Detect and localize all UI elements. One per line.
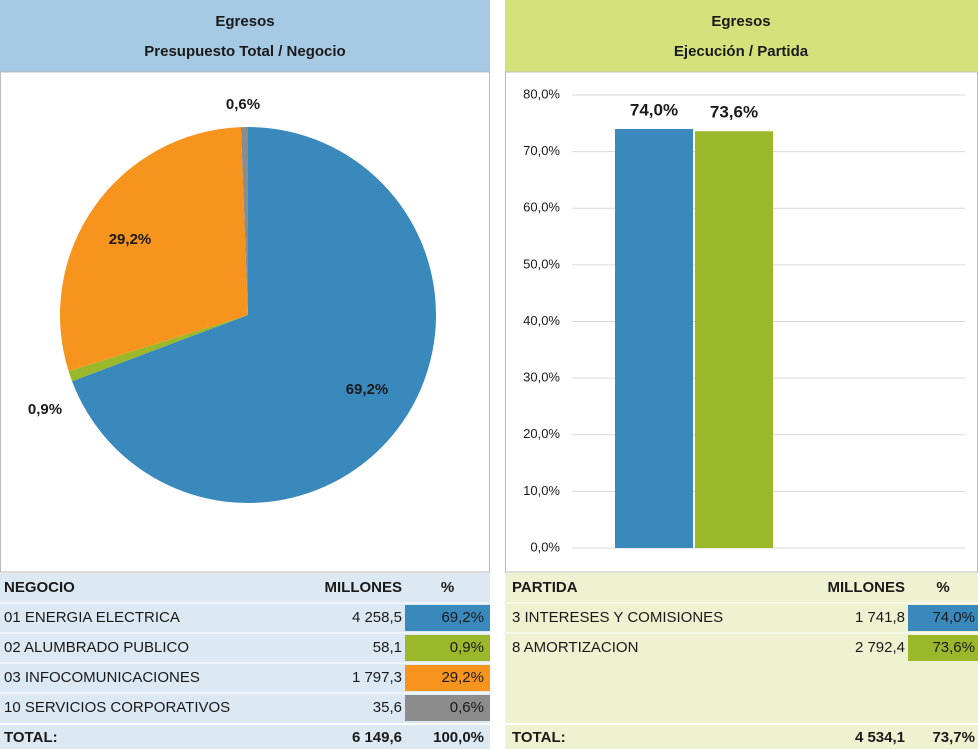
slice-label: 29,2% — [109, 231, 152, 248]
percent-cell — [405, 635, 490, 661]
table-cell: 3 INTERESES Y COMISIONES — [512, 609, 723, 626]
bar-title: Egresos — [711, 13, 770, 30]
pie-slice — [72, 127, 437, 503]
y-tick-label: 60,0% — [523, 200, 560, 215]
table-cell: 29,2% — [441, 669, 484, 686]
percent-cell — [405, 665, 490, 691]
table-header: MILLONES — [828, 579, 906, 596]
table-cell: 74,0% — [932, 609, 975, 626]
table-cell: 10 SERVICIOS CORPORATIVOS — [4, 699, 230, 716]
pie-slice — [59, 127, 248, 372]
pie-title: Egresos — [215, 13, 274, 30]
table-cell: 73,6% — [932, 639, 975, 656]
table-header: MILLONES — [325, 579, 403, 596]
table-total: TOTAL: — [4, 729, 58, 746]
table-header: PARTIDA — [512, 579, 578, 596]
right-header — [505, 0, 978, 72]
y-tick-label: 40,0% — [523, 313, 560, 328]
y-tick-label: 20,0% — [523, 426, 560, 441]
pie-subtitle: Presupuesto Total / Negocio — [144, 43, 345, 60]
table-header: % — [936, 579, 949, 596]
table-cell: 4 258,5 — [352, 609, 402, 626]
table-header: NEGOCIO — [4, 579, 75, 596]
y-tick-label: 80,0% — [523, 86, 560, 101]
bar-label: 74,0% — [630, 100, 678, 119]
table-cell: 69,2% — [441, 609, 484, 626]
table-cell: 58,1 — [373, 639, 402, 656]
table-cell: 0,9% — [450, 639, 484, 656]
percent-cell — [405, 695, 490, 721]
pie-slice — [240, 127, 248, 315]
y-tick-label: 50,0% — [523, 256, 560, 271]
table-total: 100,0% — [433, 729, 484, 746]
right-table — [505, 573, 978, 749]
table-total: 6 149,6 — [352, 729, 402, 746]
slice-label: 0,6% — [226, 96, 260, 113]
y-tick-label: 0,0% — [530, 539, 560, 554]
bar — [695, 131, 773, 549]
slice-label: 0,9% — [28, 401, 62, 418]
table-cell: 1 797,3 — [352, 669, 402, 686]
table-cell: 35,6 — [373, 699, 402, 716]
slice-label: 69,2% — [346, 381, 389, 398]
table-header: % — [441, 579, 454, 596]
table-cell: 0,6% — [450, 699, 484, 716]
bar-subtitle: Ejecución / Partida — [674, 43, 809, 60]
y-tick-label: 10,0% — [523, 483, 560, 498]
table-cell: 02 ALUMBRADO PUBLICO — [4, 639, 189, 656]
percent-cell — [908, 635, 978, 661]
table-cell: 2 792,4 — [855, 639, 905, 656]
bar-label: 73,6% — [710, 103, 758, 122]
y-tick-label: 30,0% — [523, 370, 560, 385]
left-header — [0, 0, 490, 72]
percent-cell — [908, 605, 978, 631]
table-total: TOTAL: — [512, 729, 566, 746]
table-total: 73,7% — [932, 729, 975, 746]
bar — [615, 128, 693, 548]
pie-slice — [68, 315, 248, 382]
table-total: 4 534,1 — [855, 729, 905, 746]
table-cell: 01 ENERGIA ELECTRICA — [4, 609, 180, 626]
y-tick-label: 70,0% — [523, 143, 560, 158]
table-cell: 03 INFOCOMUNICACIONES — [4, 669, 200, 686]
table-cell: 1 741,8 — [855, 609, 905, 626]
percent-cell — [405, 605, 490, 631]
table-cell: 8 AMORTIZACION — [512, 639, 638, 656]
